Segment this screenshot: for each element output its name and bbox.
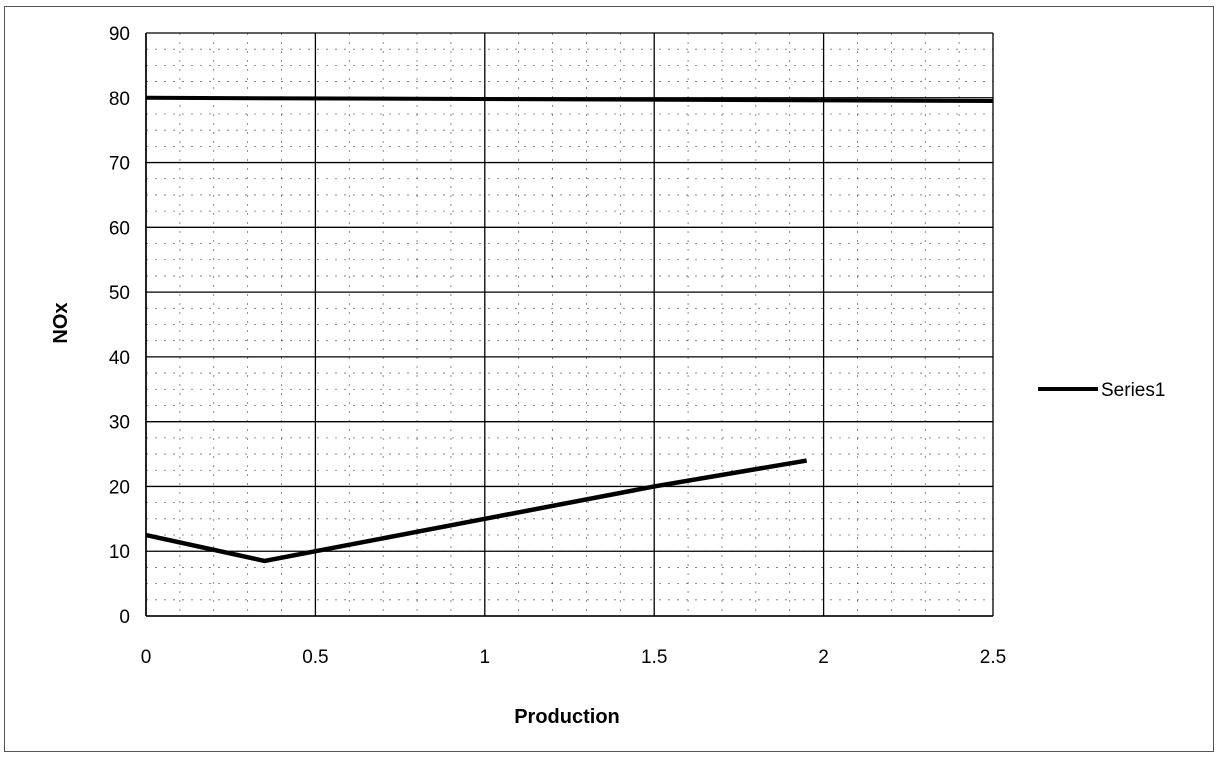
y-tick-label: 60 (109, 218, 130, 239)
y-tick-label: 20 (109, 477, 130, 498)
y-tick-label: 50 (109, 283, 130, 304)
x-axis-title: Production (514, 706, 620, 728)
y-tick-label: 0 (119, 607, 130, 628)
legend-label-series1: Series1 (1101, 380, 1165, 401)
y-tick-label: 30 (109, 413, 130, 434)
x-tick-label: 2 (818, 647, 829, 668)
y-tick-labels: 0 10 20 30 40 50 60 70 80 90 (109, 24, 130, 628)
y-tick-label: 80 (109, 89, 130, 110)
y-tick-label: 70 (109, 154, 130, 175)
x-tick-label: 2.5 (980, 647, 1006, 668)
y-tick-label: 10 (109, 542, 130, 563)
y-axis-title: NOx (50, 302, 72, 343)
x-tick-label: 0 (141, 647, 152, 668)
x-tick-labels: 0 0.5 1 1.5 2 2.5 (141, 647, 1007, 668)
reference-line (145, 95, 994, 104)
x-tick-label: 0.5 (302, 647, 328, 668)
series-lines (145, 458, 808, 564)
reference-lines (145, 95, 994, 104)
grid-lines (145, 32, 994, 617)
axes (145, 33, 993, 617)
x-tick-label: 1 (480, 647, 491, 668)
y-tick-label: 40 (109, 348, 130, 369)
series-line-series1 (145, 458, 808, 564)
legend: Series1 (1038, 380, 1165, 401)
y-tick-label: 90 (109, 24, 130, 45)
chart-frame (4, 6, 1214, 752)
x-tick-label: 1.5 (641, 647, 667, 668)
